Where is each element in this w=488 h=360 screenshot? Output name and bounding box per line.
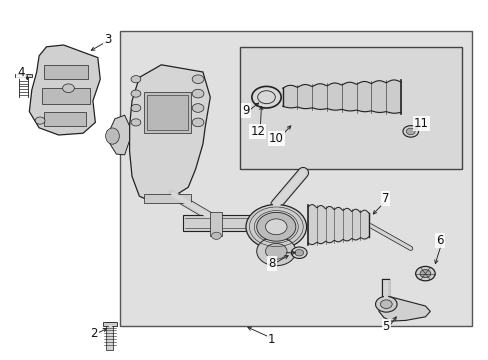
- Polygon shape: [110, 115, 129, 155]
- Bar: [44, 65, 88, 79]
- Text: 6: 6: [435, 234, 443, 247]
- Text: 3: 3: [103, 33, 111, 46]
- Circle shape: [406, 128, 414, 135]
- Text: 4: 4: [17, 66, 25, 78]
- Bar: [144, 194, 190, 203]
- Circle shape: [192, 104, 203, 112]
- Bar: [183, 215, 278, 231]
- Circle shape: [402, 126, 418, 137]
- Circle shape: [131, 76, 141, 83]
- Circle shape: [245, 204, 306, 249]
- Circle shape: [419, 270, 430, 278]
- Circle shape: [192, 118, 203, 127]
- Circle shape: [131, 104, 141, 112]
- Text: 7: 7: [381, 192, 388, 205]
- Text: 8: 8: [267, 257, 275, 270]
- Bar: [120, 31, 471, 326]
- Bar: [144, 92, 190, 133]
- Bar: [44, 112, 85, 126]
- Text: 12: 12: [250, 125, 264, 138]
- Circle shape: [375, 296, 396, 312]
- Circle shape: [265, 243, 286, 259]
- Circle shape: [35, 117, 45, 124]
- Circle shape: [62, 84, 74, 93]
- Bar: [210, 212, 222, 236]
- Text: 9: 9: [242, 104, 249, 117]
- Text: 5: 5: [382, 320, 389, 333]
- Polygon shape: [29, 45, 100, 135]
- Bar: [239, 47, 461, 169]
- Text: 2: 2: [90, 327, 98, 340]
- Circle shape: [192, 89, 203, 98]
- Circle shape: [131, 90, 141, 97]
- Circle shape: [131, 119, 141, 126]
- Bar: [103, 322, 117, 326]
- Circle shape: [291, 247, 306, 258]
- Circle shape: [265, 219, 286, 235]
- Circle shape: [256, 212, 295, 241]
- Text: 1: 1: [267, 333, 275, 346]
- Circle shape: [192, 75, 203, 84]
- Circle shape: [294, 249, 303, 256]
- Polygon shape: [378, 297, 429, 321]
- Text: 10: 10: [268, 132, 283, 145]
- Bar: [41, 88, 90, 104]
- Circle shape: [415, 266, 434, 281]
- Text: 11: 11: [413, 117, 428, 130]
- Circle shape: [380, 300, 391, 309]
- Ellipse shape: [105, 128, 119, 144]
- Bar: [146, 95, 188, 130]
- Polygon shape: [129, 65, 210, 202]
- Circle shape: [211, 232, 221, 239]
- Polygon shape: [15, 74, 32, 77]
- Circle shape: [256, 237, 295, 266]
